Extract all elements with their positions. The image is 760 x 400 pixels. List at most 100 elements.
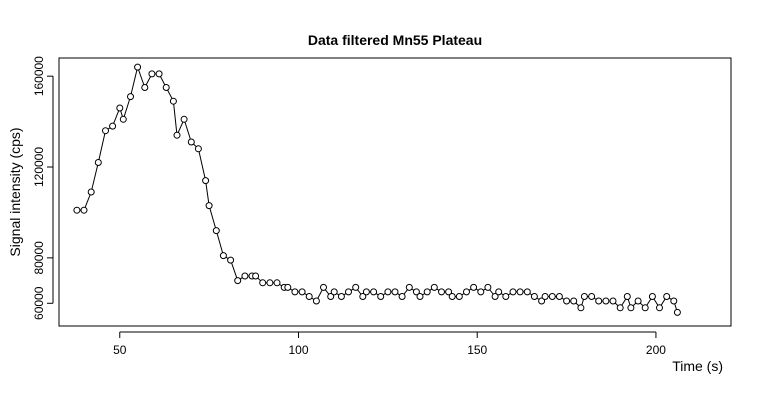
data-point bbox=[116, 104, 124, 112]
data-point bbox=[102, 127, 109, 135]
data-point bbox=[205, 202, 213, 210]
data-point bbox=[234, 277, 242, 285]
data-point bbox=[227, 256, 235, 264]
data-point bbox=[337, 293, 345, 300]
y-axis: 60000 80000 120000 160000 bbox=[32, 56, 54, 320]
data-point bbox=[73, 206, 81, 214]
data-point bbox=[148, 70, 156, 78]
data-point bbox=[463, 288, 470, 296]
data-point bbox=[656, 304, 663, 312]
data-point bbox=[530, 293, 538, 300]
plot-frame bbox=[58, 57, 732, 327]
y-tick-label: 160000 bbox=[32, 56, 46, 96]
data-point bbox=[438, 288, 445, 296]
data-point bbox=[180, 115, 188, 123]
data-point bbox=[391, 288, 399, 296]
data-point bbox=[219, 252, 227, 260]
data-point bbox=[663, 293, 671, 300]
data-point bbox=[627, 304, 635, 312]
data-point bbox=[212, 227, 220, 235]
data-point bbox=[430, 283, 438, 291]
data-point bbox=[305, 293, 313, 300]
data-point bbox=[423, 288, 431, 296]
x-tick-label: 100 bbox=[288, 343, 308, 357]
data-point bbox=[327, 293, 335, 300]
data-point bbox=[384, 288, 392, 296]
data-point bbox=[495, 288, 503, 296]
data-point bbox=[298, 288, 306, 296]
data-point bbox=[455, 293, 463, 300]
data-point bbox=[291, 288, 299, 296]
data-point bbox=[119, 115, 127, 123]
data-point bbox=[412, 288, 420, 296]
series-markers bbox=[73, 63, 681, 316]
y-tick-label: 60000 bbox=[32, 286, 46, 320]
data-point bbox=[80, 206, 88, 214]
data-point bbox=[555, 293, 563, 300]
data-point bbox=[641, 304, 649, 312]
data-point bbox=[87, 188, 95, 196]
data-point bbox=[359, 293, 367, 300]
data-point bbox=[312, 297, 320, 305]
data-point bbox=[284, 283, 292, 291]
data-point bbox=[616, 304, 624, 312]
data-point bbox=[241, 272, 249, 280]
data-point bbox=[673, 308, 681, 316]
data-point bbox=[405, 283, 413, 291]
data-point bbox=[445, 288, 453, 296]
data-point bbox=[266, 279, 274, 287]
data-point bbox=[502, 293, 510, 300]
data-point bbox=[320, 283, 327, 291]
data-point bbox=[541, 293, 549, 300]
data-point bbox=[127, 93, 134, 101]
data-point bbox=[162, 84, 170, 91]
data-point bbox=[602, 297, 610, 305]
data-point bbox=[595, 297, 603, 305]
data-point bbox=[609, 297, 617, 305]
data-point bbox=[187, 138, 195, 146]
data-point bbox=[580, 293, 588, 300]
data-point bbox=[173, 131, 181, 139]
data-point bbox=[470, 283, 478, 291]
data-point bbox=[563, 297, 571, 305]
data-point bbox=[141, 84, 149, 91]
data-point bbox=[398, 293, 406, 300]
data-point bbox=[362, 288, 370, 296]
data-point bbox=[202, 177, 210, 185]
data-point bbox=[509, 288, 517, 296]
data-point bbox=[259, 279, 267, 287]
data-point bbox=[94, 159, 102, 166]
data-point bbox=[570, 297, 578, 305]
data-point bbox=[548, 293, 556, 300]
data-point bbox=[648, 293, 656, 300]
x-tick-label: 200 bbox=[646, 343, 666, 357]
x-tick-label: 50 bbox=[113, 343, 127, 357]
data-point bbox=[577, 304, 585, 312]
y-tick-label: 120000 bbox=[32, 147, 46, 187]
data-point bbox=[169, 97, 177, 105]
data-point bbox=[670, 297, 678, 305]
data-point bbox=[516, 288, 524, 296]
data-point bbox=[377, 293, 385, 300]
x-tick-label: 150 bbox=[467, 343, 487, 357]
x-axis-label: Time (s) bbox=[672, 358, 723, 374]
data-point bbox=[155, 70, 163, 78]
data-point bbox=[523, 288, 531, 296]
y-tick-label: 80000 bbox=[32, 241, 46, 275]
data-point bbox=[634, 297, 642, 305]
data-point bbox=[484, 283, 492, 291]
data-point bbox=[352, 283, 360, 291]
data-point bbox=[134, 63, 142, 71]
data-point bbox=[477, 288, 485, 296]
series-line bbox=[76, 65, 678, 313]
data-point bbox=[416, 293, 424, 300]
data-point bbox=[588, 293, 596, 300]
data-point bbox=[370, 288, 378, 296]
x-axis: 50 100 150 200 bbox=[113, 331, 666, 357]
data-point bbox=[538, 297, 546, 305]
chart-title: Data filtered Mn55 Plateau bbox=[308, 32, 482, 48]
data-point bbox=[491, 293, 499, 300]
data-point bbox=[345, 288, 352, 296]
data-point bbox=[623, 293, 631, 300]
